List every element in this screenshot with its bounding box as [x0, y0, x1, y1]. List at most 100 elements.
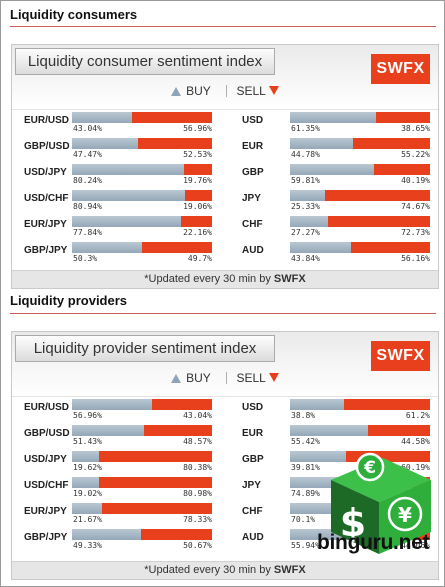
sell-percent: 40.19% — [401, 176, 430, 185]
sentiment-row: GBP/JPY 50.3% 49.7% — [24, 242, 212, 263]
currency-pair-label: AUD — [242, 532, 264, 543]
index-title-tab[interactable]: Liquidity consumer sentiment index — [15, 48, 275, 75]
sentiment-row: EUR 55.42% 44.58% — [242, 425, 430, 446]
buy-percent: 43.04% — [73, 124, 102, 133]
sell-percent: 78.33% — [183, 515, 212, 524]
svg-text:¥: ¥ — [398, 503, 412, 527]
sentiment-row: GBP 59.81% 40.19% — [242, 164, 430, 185]
sentiment-row: JPY 25.33% 74.67% — [242, 190, 430, 211]
sell-bar-segment — [99, 477, 212, 488]
buy-bar-segment — [72, 399, 152, 410]
sell-percent: 50.67% — [183, 541, 212, 550]
sentiment-bar — [290, 164, 430, 175]
buy-bar-segment — [72, 138, 138, 149]
buy-bar-segment — [72, 112, 132, 123]
currency-pair-label: EUR — [242, 141, 264, 152]
sell-percent: 80.98% — [183, 489, 212, 498]
section-divider — [10, 26, 436, 27]
currency-pair-label: GBP/JPY — [24, 532, 68, 543]
currency-pair-label: USD — [242, 115, 264, 126]
index-title-tab[interactable]: Liquidity provider sentiment index — [15, 335, 275, 362]
buy-percent: 21.67% — [73, 515, 102, 524]
sell-percent: 49.7% — [187, 254, 212, 263]
sentiment-bar — [72, 216, 212, 227]
sell-bar-segment — [351, 242, 430, 253]
sell-bar-segment — [138, 138, 212, 149]
sell-bar-segment — [325, 190, 430, 201]
sentiment-bar — [72, 164, 212, 175]
sentiment-row: GBP/USD 51.43% 48.57% — [24, 425, 212, 446]
sell-bar-segment — [185, 190, 212, 201]
sell-percent: 19.06% — [183, 202, 212, 211]
buy-bar-segment — [290, 451, 346, 462]
update-note: *Updated every 30 min by SWFX — [12, 561, 438, 579]
sell-bar-segment — [141, 529, 212, 540]
sentiment-bar — [290, 216, 430, 227]
sell-bar-segment — [102, 503, 212, 514]
sentiment-row: GBP/USD 47.47% 52.53% — [24, 138, 212, 159]
buy-bar-segment — [72, 529, 141, 540]
sell-bar-segment — [132, 112, 212, 123]
sentiment-bar — [72, 112, 212, 123]
sell-bar-segment — [368, 425, 430, 436]
swfx-logo[interactable]: SWFX — [371, 341, 430, 371]
buy-percent: 19.62% — [73, 463, 102, 472]
buy-percent: 39.81% — [291, 463, 320, 472]
update-note: *Updated every 30 min by SWFX — [12, 270, 438, 288]
svg-text:€: € — [363, 458, 376, 478]
buy-percent: 19.02% — [73, 489, 102, 498]
swfx-logo[interactable]: SWFX — [371, 54, 430, 84]
buy-bar-segment — [290, 216, 328, 227]
sell-bar-segment — [346, 451, 430, 462]
currency-pair-label: EUR/JPY — [24, 219, 67, 230]
currency-pair-label: USD/JPY — [24, 167, 67, 178]
sentiment-row: USD/JPY 80.24% 19.76% — [24, 164, 212, 185]
sell-bar-segment — [376, 112, 430, 123]
buy-percent: 70.1% — [291, 515, 316, 524]
buy-bar-segment — [290, 164, 374, 175]
currency-pair-label: USD/CHF — [24, 193, 69, 204]
sell-bar-segment — [152, 399, 212, 410]
sentiment-row: CHF 27.27% 72.73% — [242, 216, 430, 237]
sell-percent: 56.96% — [183, 124, 212, 133]
sell-percent: 44.06% — [401, 541, 430, 550]
sentiment-bar — [290, 190, 430, 201]
sell-bar-segment — [99, 451, 212, 462]
buy-bar-segment — [72, 190, 185, 201]
buy-percent: 27.27% — [291, 228, 320, 237]
buy-percent: 56.96% — [73, 411, 102, 420]
sell-percent: 22.16% — [183, 228, 212, 237]
buy-bar-segment — [290, 138, 353, 149]
section-title-consumers: Liquidity consumers — [10, 7, 138, 22]
sell-bar-segment — [374, 164, 430, 175]
sell-bar-segment — [181, 216, 212, 227]
sell-percent: 52.53% — [183, 150, 212, 159]
currency-pair-label: USD/JPY — [24, 454, 67, 465]
binguru-watermark-text: binguru.net — [317, 531, 430, 554]
legend-buy-label: BUY — [186, 370, 211, 385]
buy-bar-segment — [72, 503, 102, 514]
buy-bar-segment — [290, 425, 368, 436]
sentiment-row: GBP/JPY 49.33% 50.67% — [24, 529, 212, 550]
update-note-brand: SWFX — [273, 273, 306, 285]
sell-percent: 48.57% — [183, 437, 212, 446]
update-note-text: *Updated every 30 min by — [144, 273, 274, 285]
currency-pair-label: JPY — [242, 480, 261, 491]
buy-percent: 55.42% — [291, 437, 320, 446]
panel-header: Liquidity provider sentiment index SWFX … — [12, 332, 438, 397]
buy-bar-segment — [72, 477, 99, 488]
currency-pair-label: GBP/JPY — [24, 245, 68, 256]
sentiment-row: EUR/USD 43.04% 56.96% — [24, 112, 212, 133]
sentiment-row: AUD 43.84% 56.16% — [242, 242, 430, 263]
buy-percent: 80.24% — [73, 176, 102, 185]
sentiment-bar — [72, 242, 212, 253]
sentiment-bar — [290, 451, 430, 462]
buy-percent: 43.84% — [291, 254, 320, 263]
sentiment-row: EUR/JPY 77.84% 22.16% — [24, 216, 212, 237]
sell-bar-segment — [184, 164, 212, 175]
sentiment-bar — [72, 503, 212, 514]
sentiment-bar — [72, 529, 212, 540]
sell-percent: 55.22% — [401, 150, 430, 159]
sentiment-row: EUR 44.78% 55.22% — [242, 138, 430, 159]
panel-header: Liquidity consumer sentiment index SWFX … — [12, 45, 438, 110]
